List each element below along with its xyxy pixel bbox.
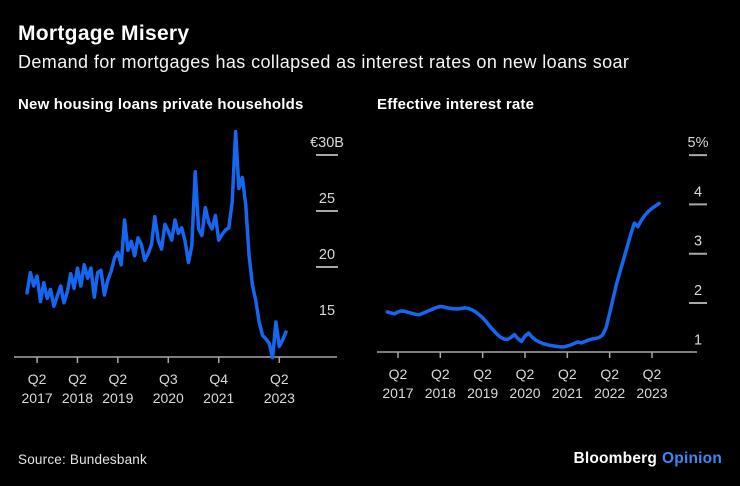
loans-y-tick-label: 20 <box>319 247 335 263</box>
loans-x-tick-quarter: Q2 <box>108 371 127 387</box>
rates-x-tick-year: 2019 <box>467 385 498 401</box>
rates-x-tick-quarter: Q2 <box>558 366 577 382</box>
loans-series-line <box>25 129 288 360</box>
rates-chart-title: Effective interest rate <box>377 96 535 113</box>
rates-x-tick-quarter: Q2 <box>473 366 492 382</box>
loans-x-tick-year: 2018 <box>62 390 93 406</box>
page-subtitle: Demand for mortgages has collapsed as in… <box>18 52 630 72</box>
rates-x-tick-year: 2018 <box>425 385 456 401</box>
loans-x-tick-quarter: Q3 <box>159 371 178 387</box>
loans-y-tick-label: 15 <box>319 303 335 319</box>
rates-x-tick-year: 2023 <box>636 385 667 401</box>
rates-y-tick-label: 2 <box>694 283 702 299</box>
rates-x-tick-year: 2017 <box>382 385 413 401</box>
loans-x-tick-year: 2021 <box>203 390 234 406</box>
rates-series-line <box>385 201 661 349</box>
bloomberg-logo: Bloomberg Opinion <box>573 450 722 468</box>
loans-x-tick-quarter: Q2 <box>28 371 47 387</box>
source-label: Source: Bundesbank <box>18 452 147 467</box>
loans-x-tick-quarter: Q2 <box>270 371 289 387</box>
rates-y-tick-label: 5% <box>688 135 709 151</box>
rates-y-tick-label: 3 <box>694 234 702 250</box>
loans-x-tick-year: 2019 <box>102 390 133 406</box>
rates-x-tick-year: 2020 <box>509 385 540 401</box>
rates-x-tick-year: 2022 <box>594 385 625 401</box>
rates-x-tick-year: 2021 <box>552 385 583 401</box>
rates-y-tick-label: 4 <box>694 184 702 200</box>
rates-chart: Q2 2017 Q2 2018 Q2 2019 Q2 2020 Q2 2021 Q2 2022 Q2 20… <box>377 135 709 401</box>
rates-y-tick-label: 1 <box>694 332 702 348</box>
rates-x-tick-quarter: Q2 <box>431 366 450 382</box>
loans-chart-title: New housing loans private households <box>18 96 304 113</box>
bloomberg-logo-opinion: Opinion <box>662 450 722 467</box>
loans-x-tick-year: 2023 <box>264 390 295 406</box>
rates-x-tick-quarter: Q2 <box>643 366 662 382</box>
rates-x-tick-quarter: Q2 <box>389 366 408 382</box>
rates-x-tick-quarter: Q2 <box>600 366 619 382</box>
loans-x-tick-year: 2017 <box>22 390 53 406</box>
loans-y-tick-label: 25 <box>319 191 335 207</box>
rates-x-tick-quarter: Q2 <box>516 366 535 382</box>
bloomberg-logo-name: Bloomberg <box>573 450 658 467</box>
page-title: Mortgage Misery <box>18 22 190 45</box>
loans-chart: Q2 2017 Q2 2018 Q2 2019 Q3 2020 Q4 2021 Q2 2023 €30B… <box>14 129 344 406</box>
loans-x-tick-year: 2020 <box>153 390 184 406</box>
loans-y-tick-label: €30B <box>310 135 344 151</box>
loans-x-tick-quarter: Q4 <box>209 371 228 387</box>
loans-x-tick-quarter: Q2 <box>68 371 87 387</box>
